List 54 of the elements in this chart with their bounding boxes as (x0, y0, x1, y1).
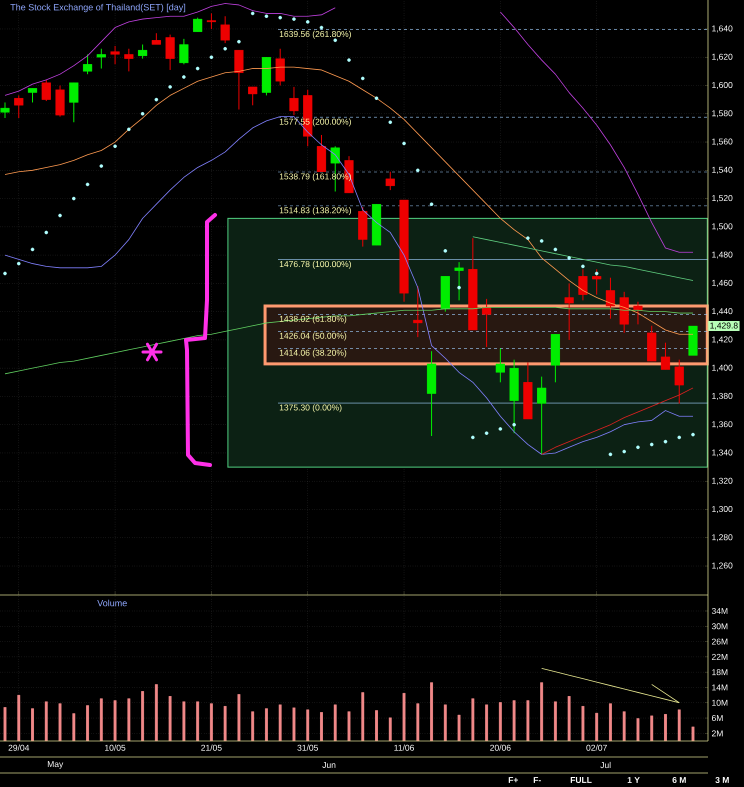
x-tick-label: 02/07 (586, 744, 607, 751)
y-tick-label: 1,360 (712, 421, 732, 428)
y-tick-label: 1,340 (712, 449, 732, 456)
y-tick-label: 1,420 (712, 336, 732, 344)
y-tick-label: 1,480 (712, 252, 732, 259)
text: 1 Y (628, 777, 640, 783)
y-tick-label: 34M (712, 608, 728, 614)
y-tick-label: 1,640 (712, 25, 732, 32)
y-tick-label: 1,280 (712, 534, 732, 542)
y-tick-label: 1,440 (712, 308, 732, 316)
text: 6 M (672, 776, 686, 783)
y-tick-label: 2M (712, 730, 723, 736)
y-tick-label: 1,260 (712, 562, 732, 570)
text: 3 M (715, 776, 729, 784)
x-tick-label: 10/05 (105, 744, 126, 751)
y-tick-label: 18M (712, 669, 728, 676)
text: FULL (570, 777, 592, 783)
text: F- (534, 777, 541, 783)
y-tick-label: 22M (712, 654, 728, 660)
ref-line-label: 1514.83 (138.20%) (280, 207, 351, 215)
y-tick-label: 1,580 (712, 110, 732, 118)
chart-title: The Stock Exchange of Thailand(SET) [day] (10, 4, 186, 12)
y-tick-label: 1,460 (712, 280, 732, 287)
ref-line-label: 1375.30 (0.00%) (280, 404, 342, 412)
y-tick-label: 1,300 (712, 506, 732, 513)
y-tick-label: 30M (712, 623, 728, 630)
text: Jul (600, 762, 610, 768)
ref-line-label: 1476.78 (100.00%) (280, 260, 351, 269)
text: May (48, 761, 64, 769)
y-tick-label: 26M (712, 638, 728, 645)
annotation: 1,429.8 (710, 322, 738, 330)
y-tick-label: 1,620 (712, 54, 732, 61)
y-tick-label: 14M (712, 684, 728, 690)
y-tick-label: 1,520 (712, 195, 732, 202)
y-tick-label: 1,560 (712, 138, 732, 146)
ref-line-label: 1639.56 (261.80%) (280, 30, 351, 39)
y-tick-label: 1,500 (712, 223, 732, 230)
y-tick-label: 1,400 (712, 364, 732, 372)
y-tick-label: 1,320 (712, 478, 732, 485)
text: Jun (322, 762, 336, 768)
text: F+ (508, 777, 518, 783)
x-tick-label: 20/06 (490, 744, 511, 751)
y-tick-label: 1,380 (712, 392, 732, 400)
ref-line-label: 1426.04 (50.00%) (280, 332, 346, 340)
x-tick-label: 29/04 (8, 744, 30, 751)
y-tick-label: 6M (712, 715, 723, 722)
x-tick-label: 21/05 (201, 744, 222, 751)
x-tick-label: 11/06 (394, 744, 414, 751)
y-tick-label: 1,600 (712, 82, 732, 90)
chart-title: Volume (97, 600, 127, 606)
y-tick-label: 10M (712, 700, 728, 706)
x-tick-label: 31/05 (297, 744, 318, 751)
ref-line-label: 1414.06 (38.20%) (280, 349, 346, 358)
y-tick-label: 1,540 (712, 166, 732, 174)
